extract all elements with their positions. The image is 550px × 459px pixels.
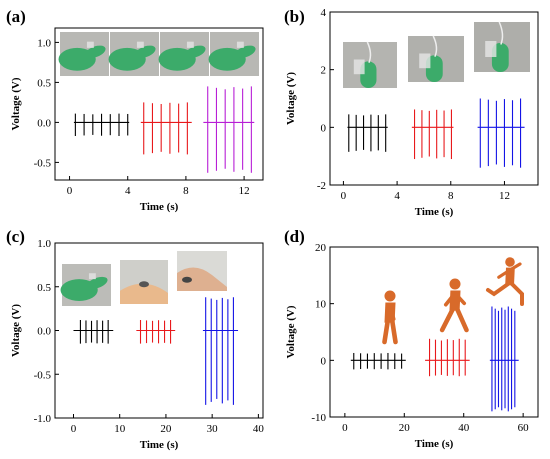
wire (498, 21, 504, 45)
sensor-patch (186, 41, 194, 48)
series (411, 109, 454, 160)
y-tick-label: -10 (311, 412, 326, 424)
sensor-patch (88, 273, 96, 280)
x-axis-label: Time (s) (415, 206, 454, 218)
y-axis-label: Voltage (V) (10, 77, 22, 130)
series (73, 320, 114, 344)
arm-shape (120, 283, 168, 304)
y-axis-label: Voltage (V) (10, 304, 22, 357)
x-tick-label: 12 (239, 185, 250, 197)
y-tick-label: -1.0 (34, 413, 52, 425)
y-tick-label: -0.5 (34, 157, 52, 169)
x-tick-label: 60 (518, 422, 530, 434)
x-tick-label: 8 (183, 185, 189, 197)
y-tick-label: 10 (315, 299, 327, 311)
y-tick-label: 4 (321, 7, 327, 19)
glove-finger (87, 276, 108, 289)
glove-finger (84, 45, 106, 58)
knee-shape (177, 267, 227, 291)
figure-legs (382, 319, 398, 345)
series (136, 320, 176, 344)
x-tick-label: 20 (160, 423, 172, 435)
x-tick-label: 0 (342, 422, 348, 434)
plot-frame (329, 246, 539, 418)
figure-head (505, 257, 515, 267)
panel-label: (a) (6, 7, 26, 26)
series (350, 352, 406, 370)
series (203, 86, 255, 173)
glove-finger (234, 45, 256, 58)
y-tick-label: 1.0 (37, 238, 51, 250)
x-tick-label: 40 (253, 423, 265, 435)
glove-finger (134, 45, 156, 58)
y-tick-label: 0 (321, 355, 327, 367)
sensor-patch (86, 41, 94, 48)
sensor-patch (485, 41, 497, 57)
x-axis-label: Time (s) (415, 438, 454, 450)
x-axis-label: Time (s) (140, 201, 179, 213)
sensor-patch (419, 53, 431, 69)
plot-frame (329, 11, 539, 186)
x-axis-label: Time (s) (140, 439, 179, 451)
sensor-patch (182, 276, 192, 283)
figure-head (449, 278, 461, 290)
figure-head (384, 290, 396, 302)
x-tick-label: 8 (448, 190, 454, 202)
x-tick-label: 10 (114, 423, 126, 435)
figure-legs (486, 282, 524, 306)
y-tick-label: -0.5 (34, 369, 52, 381)
series (140, 102, 192, 155)
series (73, 113, 130, 136)
panel-b: (b) 0 4 8 12 -2 0 2 4 Time (s) Voltage (V) (284, 7, 539, 218)
panel-a: (a) 0 4 8 12 -0.5 0.0 0.5 1.0 Time (s) Voltage (V) (6, 7, 264, 213)
y-tick-label: 0.5 (37, 282, 51, 294)
x-tick-label: 0 (341, 190, 347, 202)
y-tick-label: 1.0 (37, 37, 51, 49)
sensor-patch (139, 281, 149, 288)
y-tick-label: 2 (321, 65, 327, 77)
x-tick-label: 40 (458, 422, 470, 434)
panel-label: (c) (6, 227, 25, 246)
wire (366, 41, 372, 63)
x-tick-label: 4 (394, 190, 400, 202)
sensor-patch (236, 41, 244, 48)
series (489, 306, 519, 412)
y-tick-label: -2 (317, 180, 326, 192)
series (202, 297, 239, 405)
panel-c: (c) 0 10 20 30 40 -1.0 -0.5 0.0 0.5 1.0 Time (s) Vol… (6, 227, 264, 451)
y-tick-label: 20 (315, 242, 327, 254)
x-tick-label: 30 (207, 423, 219, 435)
series (477, 98, 525, 168)
panel-label: (b) (284, 7, 305, 26)
series (347, 114, 388, 152)
figure-arms (443, 291, 467, 307)
y-tick-label: 0.5 (37, 77, 51, 89)
figure-legs (439, 307, 469, 333)
panel-d: (d) 0 20 40 60 -10 0 10 20 Time (s) Voltage (V) (284, 227, 539, 450)
y-tick-label: 0.0 (37, 117, 51, 129)
sensor-patch (136, 41, 144, 48)
figure-arms (388, 303, 396, 321)
x-tick-label: 0 (67, 185, 73, 197)
y-axis-label: Voltage (V) (285, 305, 297, 358)
plot-frame (54, 27, 264, 181)
y-tick-label: 0 (321, 122, 327, 134)
x-tick-label: 20 (399, 422, 411, 434)
y-axis-label: Voltage (V) (285, 72, 297, 125)
x-tick-label: 4 (125, 185, 131, 197)
glove-finger (184, 45, 206, 58)
panel-label: (d) (284, 227, 305, 246)
series (425, 338, 470, 377)
x-tick-label: 0 (71, 423, 77, 435)
wire (432, 35, 438, 57)
figure-arms (497, 262, 522, 279)
x-tick-label: 12 (499, 190, 510, 202)
y-tick-label: 0.0 (37, 326, 51, 338)
sensor-patch (353, 59, 365, 75)
